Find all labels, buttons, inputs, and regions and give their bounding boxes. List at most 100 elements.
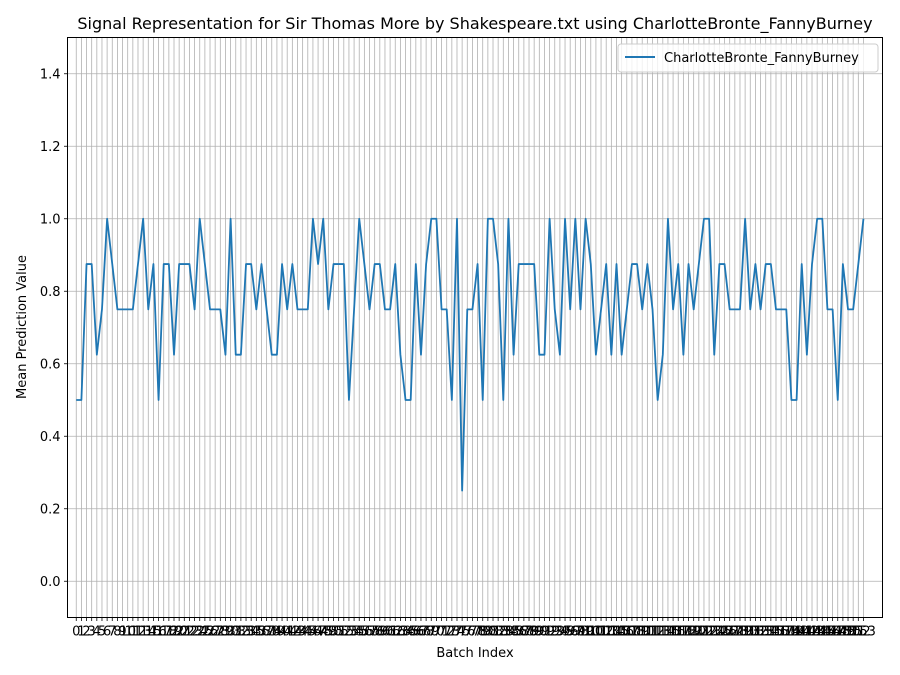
x-tick-label: 83 xyxy=(495,625,512,640)
y-tick-label: 0.0 xyxy=(40,575,61,590)
chart-title: Signal Representation for Sir Thomas Mor… xyxy=(77,14,872,34)
x-tick-label: 86 xyxy=(510,625,527,640)
x-tick-label: 14 xyxy=(140,625,157,640)
x-tick-label: 111 xyxy=(635,625,660,640)
x-tick-label: 69 xyxy=(423,625,440,640)
x-tick-label: 9 xyxy=(118,625,126,640)
x-tick-label: 114 xyxy=(650,625,675,640)
x-tick-label: 139 xyxy=(779,625,804,640)
y-tick-label: 1.2 xyxy=(40,140,61,155)
y-tick-label: 0.8 xyxy=(40,285,61,300)
x-tick-label: 37 xyxy=(258,625,275,640)
x-tick-label: 25 xyxy=(197,625,214,640)
x-tick-label: 119 xyxy=(676,625,701,640)
x-tick-label: 30 xyxy=(222,625,239,640)
x-tick-label: 1 xyxy=(77,625,85,640)
x-tick-label: 103 xyxy=(594,625,619,640)
x-tick-label: 11 xyxy=(125,625,142,640)
x-tick-label: 73 xyxy=(444,625,461,640)
x-tick-label: 116 xyxy=(661,625,686,640)
x-tick-label: 141 xyxy=(789,625,814,640)
x-tick-label: 4 xyxy=(93,625,101,640)
x-tick-label: 6 xyxy=(103,625,111,640)
x-tick-label: 138 xyxy=(774,625,799,640)
x-tick-label: 22 xyxy=(181,625,198,640)
x-tick-label: 80 xyxy=(480,625,497,640)
x-tick-label: 5 xyxy=(98,625,106,640)
x-tick-label: 136 xyxy=(764,625,789,640)
x-tick-label: 48 xyxy=(315,625,332,640)
x-tick-label: 46 xyxy=(305,625,322,640)
y-tick-label: 1.4 xyxy=(40,67,61,82)
x-tick-label: 40 xyxy=(274,625,291,640)
x-tick-label: 109 xyxy=(625,625,650,640)
x-tick-label: 105 xyxy=(604,625,629,640)
x-tick-label: 10 xyxy=(119,625,136,640)
x-tick-label: 132 xyxy=(743,625,768,640)
x-tick-label: 44 xyxy=(294,625,311,640)
x-tick-label: 84 xyxy=(500,625,517,640)
x-tick-label: 145 xyxy=(810,625,835,640)
x-tick-label: 153 xyxy=(851,625,876,640)
x-tick-label: 123 xyxy=(697,625,722,640)
x-tick-label: 27 xyxy=(207,625,224,640)
x-tick-label: 50 xyxy=(325,625,342,640)
x-tick-label: 124 xyxy=(702,625,727,640)
x-tick-label: 23 xyxy=(186,625,203,640)
x-tick-label: 72 xyxy=(438,625,455,640)
x-tick-label: 89 xyxy=(526,625,543,640)
x-tick-label: 56 xyxy=(356,625,373,640)
x-tick-label: 129 xyxy=(728,625,753,640)
x-tick-label: 64 xyxy=(397,625,414,640)
x-tick-label: 126 xyxy=(712,625,737,640)
x-tick-label: 63 xyxy=(392,625,409,640)
x-tick-label: 31 xyxy=(227,625,244,640)
x-tick-label: 101 xyxy=(583,625,608,640)
x-tick-label: 38 xyxy=(263,625,280,640)
x-tick-label: 113 xyxy=(645,625,670,640)
x-tick-label: 122 xyxy=(692,625,717,640)
x-tick-label: 2 xyxy=(82,625,90,640)
x-tick-label: 3 xyxy=(88,625,96,640)
x-tick-label: 88 xyxy=(521,625,538,640)
x-tick-label: 121 xyxy=(686,625,711,640)
x-tick-label: 13 xyxy=(135,625,152,640)
x-tick-label: 77 xyxy=(464,625,481,640)
x-tick-label: 143 xyxy=(800,625,825,640)
x-tick-label: 45 xyxy=(300,625,317,640)
x-tick-label: 75 xyxy=(454,625,471,640)
x-tick-label: 70 xyxy=(428,625,445,640)
x-tick-label: 54 xyxy=(346,625,363,640)
x-tick-label: 92 xyxy=(541,625,558,640)
x-tick-label: 144 xyxy=(805,625,830,640)
x-tick-label: 115 xyxy=(656,625,681,640)
y-tick-label: 1.0 xyxy=(40,212,61,227)
x-tick-label: 71 xyxy=(433,625,450,640)
x-tick-label: 140 xyxy=(784,625,809,640)
x-tick-label: 97 xyxy=(567,625,584,640)
x-tick-label: 82 xyxy=(490,625,507,640)
x-tick-label: 41 xyxy=(279,625,296,640)
x-tick-label: 87 xyxy=(516,625,533,640)
x-tick-label: 0 xyxy=(72,625,80,640)
x-tick-label: 110 xyxy=(630,625,655,640)
legend: CharlotteBronte_FannyBurney xyxy=(617,43,879,73)
x-tick-label: 67 xyxy=(413,625,430,640)
x-tick-label: 99 xyxy=(577,625,594,640)
x-tick-label: 127 xyxy=(717,625,742,640)
x-tick-label: 151 xyxy=(841,625,866,640)
x-tick-label: 100 xyxy=(578,625,603,640)
x-tick-label: 16 xyxy=(150,625,167,640)
x-tick-label: 60 xyxy=(377,625,394,640)
x-axis-ticks: 0123456789101112131415161718192021222324… xyxy=(72,617,876,640)
x-tick-label: 74 xyxy=(449,625,466,640)
y-tick-label: 0.2 xyxy=(40,502,61,517)
x-tick-label: 91 xyxy=(536,625,553,640)
x-tick-label: 49 xyxy=(320,625,337,640)
x-tick-label: 96 xyxy=(562,625,579,640)
x-tick-label: 53 xyxy=(341,625,358,640)
x-tick-label: 21 xyxy=(176,625,193,640)
x-tick-label: 52 xyxy=(336,625,353,640)
x-tick-label: 34 xyxy=(243,625,260,640)
